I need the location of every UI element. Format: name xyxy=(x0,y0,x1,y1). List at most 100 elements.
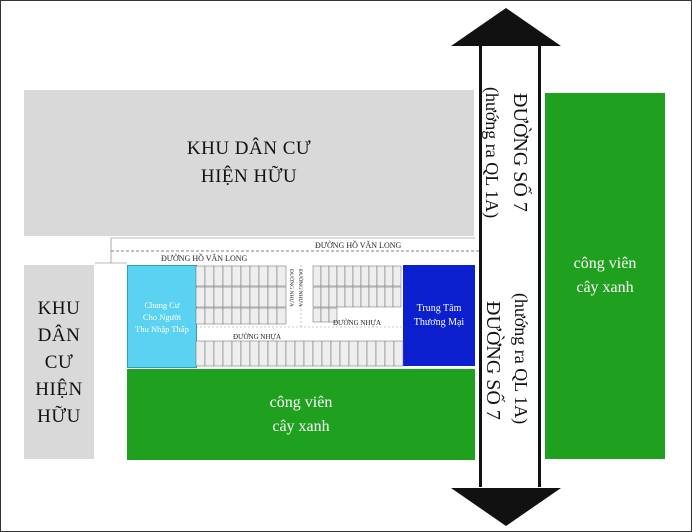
lot xyxy=(213,340,224,367)
lot xyxy=(231,307,242,325)
lot xyxy=(344,265,354,287)
lot xyxy=(392,265,402,287)
lot xyxy=(339,340,350,367)
arrow-south-icon xyxy=(451,488,561,526)
lot xyxy=(240,286,251,308)
lot xyxy=(352,265,362,287)
duong-nhua-south-label: ĐƯỜNG NHỰA xyxy=(233,333,281,341)
duong-nhua-vertical-1-label: ĐƯỜNG NHỰA xyxy=(288,269,294,307)
lot xyxy=(328,286,338,308)
residential-west-line3: CƯ xyxy=(44,351,74,373)
lot xyxy=(222,286,233,308)
lot xyxy=(240,340,251,367)
lot xyxy=(240,265,251,287)
lot xyxy=(366,340,377,367)
lot xyxy=(222,340,233,367)
lot xyxy=(321,340,332,367)
residential-west-line5: HỮU xyxy=(37,405,81,427)
lot xyxy=(195,265,206,287)
lot xyxy=(222,265,233,287)
residential-north-line1: KHU DÂN CƯ xyxy=(186,138,312,159)
residential-west-line4: HIỆN xyxy=(35,378,83,400)
park-east: công viên cây xanh xyxy=(545,93,665,459)
lot xyxy=(276,307,287,325)
park-south: công viên cây xanh xyxy=(127,369,475,460)
lot xyxy=(336,286,346,308)
social-housing-line2: Cho Người xyxy=(142,311,182,322)
lot xyxy=(320,286,330,308)
lot xyxy=(276,340,287,367)
lot xyxy=(360,265,370,287)
lot xyxy=(285,340,296,367)
park-east-line2: cây xanh xyxy=(576,279,634,296)
lot xyxy=(276,265,287,287)
lot xyxy=(267,340,278,367)
lot xyxy=(360,286,370,308)
lot xyxy=(344,286,354,308)
road7-lower-name: ĐƯỜNG SỐ 7 xyxy=(482,301,504,420)
duong-nhua-east-label: ĐƯỜNG NHỰA xyxy=(333,319,381,327)
lot xyxy=(204,307,215,325)
social-housing-line3: Thu Nhập Thấp xyxy=(135,323,189,334)
lot xyxy=(213,307,224,325)
lot xyxy=(320,265,330,287)
lot xyxy=(303,340,314,367)
commercial-center-line2: Thương Mại xyxy=(413,316,465,328)
road7-upper-direction: (hướng ra QL 1A) xyxy=(482,87,502,219)
park-south-line1: công viên xyxy=(269,393,333,411)
lot xyxy=(249,265,260,287)
lot xyxy=(312,340,323,367)
lot xyxy=(384,340,395,367)
lot xyxy=(357,340,368,367)
duong-nhua-vertical-2-label: ĐƯỜNG NHỰA xyxy=(297,269,303,307)
lot xyxy=(336,265,346,287)
lot xyxy=(249,286,260,308)
social-housing-block: Chung Cư Cho Người Thu Nhập Thấp xyxy=(127,265,197,368)
lot xyxy=(231,340,242,367)
park-south-line2: cây xanh xyxy=(272,417,330,435)
lot xyxy=(213,265,224,287)
lot xyxy=(258,340,269,367)
commercial-center-line1: Trung Tâm xyxy=(416,302,462,314)
lot xyxy=(195,286,206,308)
social-housing-line1: Chung Cư xyxy=(144,299,180,310)
lot xyxy=(368,265,378,287)
lot xyxy=(240,307,251,325)
lot xyxy=(348,340,359,367)
arrow-north-icon xyxy=(451,8,561,46)
lot xyxy=(276,286,287,308)
lot xyxy=(258,307,269,325)
commercial-center-block: Trung Tâm Thương Mại xyxy=(403,265,475,366)
ho-van-long-label-outer: ĐƯỜNG HỒ VĂN LONG xyxy=(315,241,402,250)
lot xyxy=(368,286,378,308)
lot xyxy=(384,265,394,287)
ho-van-long-label-inner: ĐƯỜNG HỒ VĂN LONG xyxy=(161,254,248,263)
lot xyxy=(258,286,269,308)
lot xyxy=(328,307,338,323)
lot xyxy=(267,265,278,287)
lot xyxy=(204,340,215,367)
road7-lower-direction: (hướng ra QL 1A) xyxy=(511,293,531,425)
lot xyxy=(328,265,338,287)
lot xyxy=(231,286,242,308)
lot xyxy=(294,340,305,367)
lot xyxy=(376,286,386,308)
lot xyxy=(312,286,322,308)
residential-area-north: KHU DÂN CƯ HIỆN HỮU xyxy=(24,90,474,236)
land-lots xyxy=(195,265,404,367)
lot xyxy=(267,286,278,308)
lot xyxy=(195,340,206,367)
lot xyxy=(384,286,394,308)
lot xyxy=(320,307,330,323)
lot xyxy=(231,265,242,287)
lot xyxy=(204,265,215,287)
lot xyxy=(267,307,278,325)
lot xyxy=(195,307,206,325)
lot xyxy=(312,265,322,287)
lot xyxy=(249,340,260,367)
lot xyxy=(375,340,386,367)
lot xyxy=(392,286,402,308)
lot xyxy=(376,265,386,287)
residential-west-line2: DÂN xyxy=(37,324,81,346)
